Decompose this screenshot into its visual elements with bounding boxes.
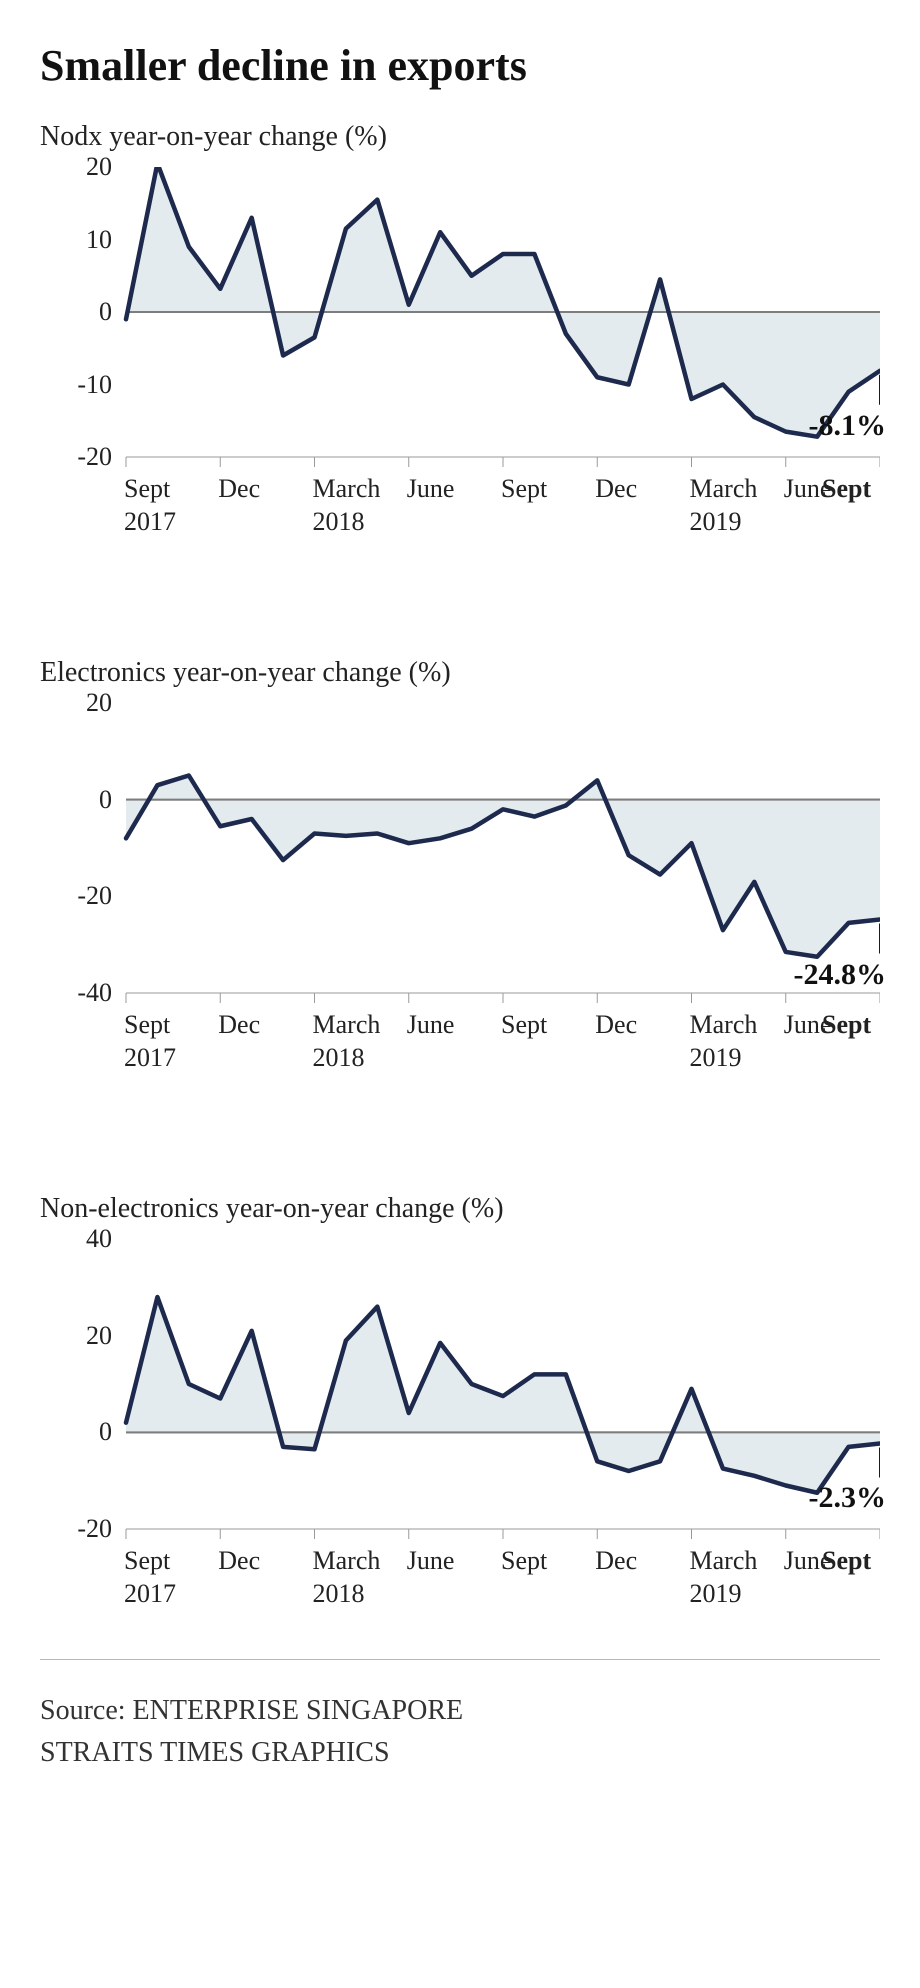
area-fill bbox=[126, 776, 880, 957]
chart-nonelectronics: Non-electronics year-on-year change (%) -… bbox=[40, 1193, 880, 1619]
end-value-label: -8.1% bbox=[774, 409, 886, 443]
x-tick-label: Dec bbox=[218, 1009, 260, 1042]
x-tick-label: Dec bbox=[218, 473, 260, 506]
x-tick-label: Sept bbox=[822, 1545, 871, 1578]
charts-container: Nodx year-on-year change (%) -20 -10 0 10 20 S… bbox=[40, 121, 880, 1619]
end-value-label: -24.8% bbox=[774, 958, 886, 992]
source-line-1: Source: ENTERPRISE SINGAPORE bbox=[40, 1690, 880, 1732]
area-fill bbox=[126, 167, 880, 437]
end-value-label: -2.3% bbox=[774, 1481, 886, 1515]
chart-subtitle: Nodx year-on-year change (%) bbox=[40, 121, 880, 153]
chart-nodx: Nodx year-on-year change (%) -20 -10 0 10 20 S… bbox=[40, 121, 880, 547]
x-tick-label: March 2018 bbox=[313, 1545, 381, 1610]
chart-plot-wrap: -20-1001020Sept 2017DecMarch 2018JuneSep… bbox=[40, 167, 880, 547]
x-tick-label: Sept 2017 bbox=[124, 1009, 176, 1074]
y-tick-label: -20 bbox=[40, 1514, 112, 1544]
y-tick-label: -20 bbox=[40, 881, 112, 911]
y-tick-label: -20 bbox=[40, 442, 112, 472]
x-tick-label: Sept bbox=[501, 473, 547, 506]
x-tick-label: June bbox=[407, 473, 455, 506]
y-tick-label: 0 bbox=[40, 297, 112, 327]
chart-electronics: Electronics year-on-year change (%) -40 -2… bbox=[40, 657, 880, 1083]
y-tick-label: 20 bbox=[40, 152, 112, 182]
source-line-2: STRAITS TIMES GRAPHICS bbox=[40, 1732, 880, 1774]
y-tick-label: -40 bbox=[40, 978, 112, 1008]
x-tick-label: Sept bbox=[501, 1545, 547, 1578]
x-tick-label: Sept 2017 bbox=[124, 1545, 176, 1610]
page-root: Smaller decline in exports Nodx year-on-… bbox=[0, 0, 920, 1834]
chart-subtitle: Non-electronics year-on-year change (%) bbox=[40, 1193, 880, 1225]
y-tick-label: 10 bbox=[40, 225, 112, 255]
y-tick-label: 20 bbox=[40, 688, 112, 718]
x-tick-label: March 2019 bbox=[690, 473, 758, 538]
y-tick-label: 0 bbox=[40, 785, 112, 815]
page-title: Smaller decline in exports bbox=[40, 40, 880, 91]
x-tick-label: Sept bbox=[822, 473, 871, 506]
x-tick-label: Sept 2017 bbox=[124, 473, 176, 538]
y-tick-label: 0 bbox=[40, 1417, 112, 1447]
source-block: Source: ENTERPRISE SINGAPORE STRAITS TIM… bbox=[40, 1690, 880, 1774]
x-tick-label: March 2018 bbox=[313, 473, 381, 538]
chart-plot-wrap: -40-20020Sept 2017DecMarch 2018JuneSeptD… bbox=[40, 703, 880, 1083]
x-tick-label: March 2019 bbox=[690, 1545, 758, 1610]
x-tick-label: Dec bbox=[218, 1545, 260, 1578]
x-tick-label: Dec bbox=[595, 1545, 637, 1578]
x-tick-label: June bbox=[407, 1545, 455, 1578]
y-tick-label: -10 bbox=[40, 370, 112, 400]
x-tick-label: Sept bbox=[822, 1009, 871, 1042]
y-tick-label: 20 bbox=[40, 1321, 112, 1351]
chart-subtitle: Electronics year-on-year change (%) bbox=[40, 657, 880, 689]
x-tick-label: June bbox=[407, 1009, 455, 1042]
x-tick-label: Dec bbox=[595, 1009, 637, 1042]
x-tick-label: Sept bbox=[501, 1009, 547, 1042]
chart-plot-wrap: -2002040Sept 2017DecMarch 2018JuneSeptDe… bbox=[40, 1239, 880, 1619]
x-tick-label: March 2019 bbox=[690, 1009, 758, 1074]
x-tick-label: March 2018 bbox=[313, 1009, 381, 1074]
y-tick-label: 40 bbox=[40, 1224, 112, 1254]
divider bbox=[40, 1659, 880, 1660]
x-tick-label: Dec bbox=[595, 473, 637, 506]
